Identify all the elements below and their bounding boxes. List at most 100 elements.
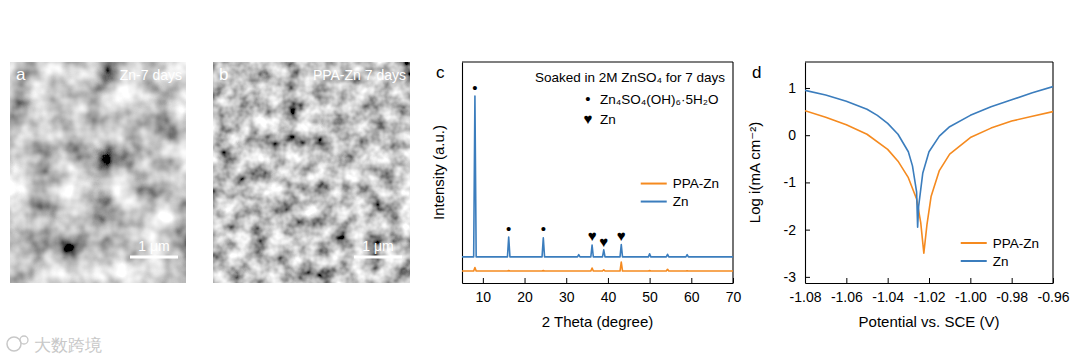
y-tick-mark — [805, 135, 810, 136]
scale-bar — [130, 256, 178, 259]
y-tick: 0 — [788, 127, 810, 143]
x-tick: 70 — [726, 278, 742, 305]
x-tick-mark — [929, 278, 930, 283]
y-tick-label: 0 — [788, 127, 796, 143]
x-tick-mark — [525, 278, 526, 283]
sem-texture — [213, 62, 410, 283]
x-tick: -0.98 — [996, 278, 1028, 305]
sem-image: aZn-7 days1 μm — [10, 62, 186, 283]
x-tick: -1.02 — [914, 278, 946, 305]
watermark: 大数跨境 — [7, 336, 102, 355]
plot-area — [805, 87, 1053, 254]
x-tick-label: 70 — [726, 289, 742, 305]
x-axis-title: 2 Theta (degree) — [542, 313, 653, 330]
x-tick-label: 10 — [476, 289, 492, 305]
legend-label: Zn — [993, 254, 1009, 269]
scale-bar-label: 1 μm — [138, 238, 169, 254]
x-tick-label: 20 — [517, 289, 533, 305]
y-tick-mark — [805, 88, 810, 89]
legend-swatch — [641, 183, 667, 185]
peak-marker: ♥ — [599, 233, 608, 250]
legend-swatch — [961, 242, 987, 244]
figure: aZn-7 days1 μmbPPA-Zn 7 days1 μm10203040… — [0, 0, 1080, 363]
y-axis-title: Intensity (a.u.) — [430, 125, 447, 220]
x-tick-mark — [483, 278, 484, 283]
x-tick-mark — [970, 278, 971, 283]
x-tick-label: -1.02 — [914, 289, 946, 305]
x-axis: -1.08 -1.06 -1.04 -1.02 -1.00 -0.98 -0.96 — [790, 278, 1070, 305]
y-tick: -2 — [784, 222, 810, 238]
x-tick: 40 — [601, 278, 617, 305]
x-tick-label: 40 — [601, 289, 617, 305]
peak-marker: ♥ — [588, 227, 597, 244]
y-tick: -3 — [784, 269, 810, 285]
panel-label: b — [219, 65, 228, 84]
sem-background — [10, 62, 186, 283]
y-tick-mark — [805, 182, 810, 183]
legend-label: PPA-Zn — [673, 176, 719, 191]
y-axis-title: Log i(mA cm⁻²) — [746, 122, 763, 223]
y-tick: -1 — [784, 174, 810, 190]
x-tick-label: -0.96 — [1038, 289, 1070, 305]
phase-symbol: • — [585, 90, 590, 107]
x-tick-label: -1.06 — [831, 289, 863, 305]
x-tick-mark — [691, 278, 692, 283]
data-line — [462, 96, 733, 257]
x-tick-mark — [1012, 278, 1013, 283]
y-tick: 1 — [788, 80, 810, 96]
watermark-text: 大数跨境 — [34, 336, 102, 355]
panel-label: d — [752, 63, 761, 82]
x-tick: -1.00 — [955, 278, 987, 305]
x-tick-mark — [846, 278, 847, 283]
x-tick: -1.04 — [872, 278, 904, 305]
phase-symbol: ♥ — [584, 110, 593, 127]
x-tick: 60 — [684, 278, 700, 305]
y-tick-mark — [805, 277, 810, 278]
legend-swatch — [961, 260, 987, 262]
phase-label: Zn — [600, 112, 616, 127]
x-tick-mark — [608, 278, 609, 283]
x-axis: 10 20 30 40 50 60 70 — [463, 278, 742, 305]
x-tick-mark — [650, 278, 651, 283]
legend: PPA-Zn Zn — [641, 176, 719, 209]
y-tick-label: -3 — [784, 269, 797, 285]
y-tick-mark — [805, 230, 810, 231]
panel-label: c — [436, 63, 445, 82]
legend: PPA-Zn Zn — [961, 236, 1039, 269]
watermark-logo-dot — [20, 336, 28, 344]
x-tick-label: 60 — [684, 289, 700, 305]
chart-title: Soaked in 2M ZnSO₄ for 7 days — [535, 70, 725, 85]
scale-bar-label: 1 μm — [362, 238, 393, 254]
data-line — [805, 111, 1053, 254]
x-tick-label: 30 — [559, 289, 575, 305]
legend-label: Zn — [673, 194, 689, 209]
peak-marker: • — [541, 220, 546, 237]
frame-top — [805, 61, 1053, 62]
y-axis — [462, 63, 463, 284]
phase-label: Zn₄SO₄(OH)₆·5H₂O — [600, 92, 718, 107]
x-tick-mark — [566, 278, 567, 283]
data-line — [805, 87, 1053, 228]
x-tick-mark — [888, 278, 889, 283]
x-tick: 20 — [517, 278, 533, 305]
watermark-logo — [7, 337, 21, 351]
x-tick-label: -1.00 — [955, 289, 987, 305]
peak-marker: • — [472, 79, 477, 96]
y-tick-label: -2 — [784, 222, 797, 238]
sem-image: bPPA-Zn 7 days1 μm — [213, 62, 410, 283]
panel-label: a — [16, 65, 26, 84]
y-axis-line — [462, 63, 463, 284]
x-axis-title: Potential vs. SCE (V) — [859, 313, 1000, 330]
x-axis-line — [463, 283, 734, 284]
x-tick-label: -1.04 — [872, 289, 904, 305]
x-tick: -1.06 — [831, 278, 863, 305]
x-tick-label: 50 — [642, 289, 658, 305]
plot-area — [462, 96, 733, 271]
chart: 10203040506070•••♥♥♥Soaked in 2M ZnSO₄ f… — [430, 62, 741, 330]
frame-top — [462, 61, 733, 62]
x-tick: 10 — [476, 278, 492, 305]
y-axis: -3 -2 -1 0 1 — [784, 63, 810, 285]
x-tick: -0.96 — [1038, 278, 1070, 305]
x-tick-label: -1.08 — [790, 289, 822, 305]
legend-label: PPA-Zn — [993, 236, 1039, 251]
